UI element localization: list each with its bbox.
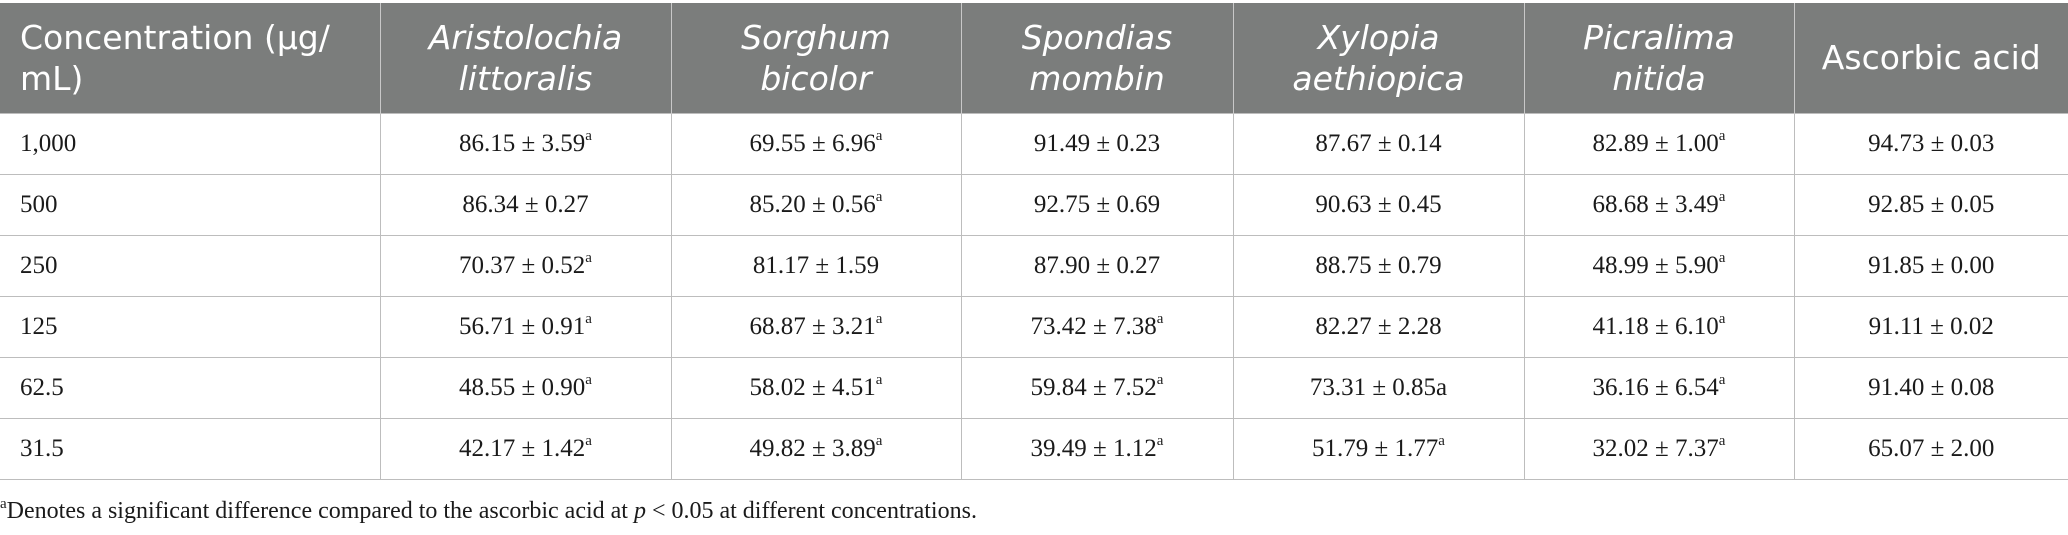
cell-value: 86.34 ± 0.27: [379, 173, 671, 235]
table-row: 250 70.37 ± 0.52a 81.17 ± 1.59 87.90 ± 0…: [0, 234, 2068, 296]
cell-value: 68.68 ± 3.49a: [1523, 173, 1794, 235]
cell-concentration: 62.5: [0, 356, 380, 418]
cell-value: 68.87 ± 3.21a: [670, 295, 961, 357]
cell-value: 94.73 ± 0.03: [1793, 112, 2068, 174]
table-footnote: aDenotes a significant difference compar…: [0, 496, 977, 525]
cell-value: 91.11 ± 0.02: [1793, 295, 2068, 357]
header-sorghum-bicolor: Sorghum bicolor: [670, 3, 961, 113]
cell-value: 65.07 ± 2.00: [1793, 417, 2068, 480]
cell-value: 73.42 ± 7.38a: [960, 295, 1233, 357]
cell-value: 85.20 ± 0.56a: [670, 173, 961, 235]
header-picralima-nitida: Picralima nitida: [1523, 3, 1794, 113]
cell-value: 92.85 ± 0.05: [1793, 173, 2068, 235]
table-row: 500 86.34 ± 0.27 85.20 ± 0.56a 92.75 ± 0…: [0, 173, 2068, 235]
cell-concentration: 500: [0, 173, 380, 235]
cell-value: 49.82 ± 3.89a: [670, 417, 961, 480]
cell-value: 87.67 ± 0.14: [1232, 112, 1524, 174]
cell-value: 87.90 ± 0.27: [960, 234, 1233, 296]
table-row: 62.5 48.55 ± 0.90a 58.02 ± 4.51a 59.84 ±…: [0, 356, 2068, 418]
header-spondias-mombin: Spondias mombin: [960, 3, 1233, 113]
cell-value: 86.15 ± 3.59a: [379, 112, 671, 174]
footnote-marker: a: [0, 496, 7, 512]
cell-value: 92.75 ± 0.69: [960, 173, 1233, 235]
cell-value: 91.40 ± 0.08: [1793, 356, 2068, 418]
cell-concentration: 1,000: [0, 112, 380, 174]
results-table: Concentration (μg/ mL) Aristolochia litt…: [0, 3, 2068, 480]
cell-concentration: 250: [0, 234, 380, 296]
cell-value: 88.75 ± 0.79: [1232, 234, 1524, 296]
header-concentration: Concentration (μg/ mL): [0, 3, 380, 113]
cell-value: 91.85 ± 0.00: [1793, 234, 2068, 296]
cell-value: 41.18 ± 6.10a: [1523, 295, 1794, 357]
cell-value: 39.49 ± 1.12a: [960, 417, 1233, 480]
cell-value: 82.89 ± 1.00a: [1523, 112, 1794, 174]
cell-value: 59.84 ± 7.52a: [960, 356, 1233, 418]
cell-value: 90.63 ± 0.45: [1232, 173, 1524, 235]
header-row: Concentration (μg/ mL) Aristolochia litt…: [0, 3, 2068, 113]
cell-value: 42.17 ± 1.42a: [379, 417, 671, 480]
cell-value: 81.17 ± 1.59: [670, 234, 961, 296]
cell-value: 36.16 ± 6.54a: [1523, 356, 1794, 418]
footnote-text-before: Denotes a significant difference compare…: [6, 498, 634, 524]
cell-value: 32.02 ± 7.37a: [1523, 417, 1794, 480]
cell-value: 51.79 ± 1.77a: [1232, 417, 1524, 480]
table-row: 125 56.71 ± 0.91a 68.87 ± 3.21a 73.42 ± …: [0, 295, 2068, 357]
table-row: 1,000 86.15 ± 3.59a 69.55 ± 6.96a 91.49 …: [0, 112, 2068, 174]
cell-concentration: 125: [0, 295, 380, 357]
cell-value: 73.31 ± 0.85a: [1232, 356, 1524, 418]
footnote-text-after: < 0.05 at different concentrations.: [645, 498, 977, 524]
cell-value: 56.71 ± 0.91a: [379, 295, 671, 357]
cell-value: 48.99 ± 5.90a: [1523, 234, 1794, 296]
cell-value: 58.02 ± 4.51a: [670, 356, 961, 418]
header-aristolochia-littoralis: Aristolochia littoralis: [379, 3, 671, 113]
cell-value: 91.49 ± 0.23: [960, 112, 1233, 174]
cell-concentration: 31.5: [0, 417, 380, 480]
cell-value: 82.27 ± 2.28: [1232, 295, 1524, 357]
header-ascorbic-acid: Ascorbic acid: [1793, 3, 2068, 113]
table-row: 31.5 42.17 ± 1.42a 49.82 ± 3.89a 39.49 ±…: [0, 417, 2068, 480]
header-xylopia-aethiopica: Xylopia aethiopica: [1232, 3, 1524, 113]
footnote-p-symbol: p: [633, 498, 646, 524]
cell-value: 70.37 ± 0.52a: [379, 234, 671, 296]
cell-value: 48.55 ± 0.90a: [379, 356, 671, 418]
cell-value: 69.55 ± 6.96a: [670, 112, 961, 174]
